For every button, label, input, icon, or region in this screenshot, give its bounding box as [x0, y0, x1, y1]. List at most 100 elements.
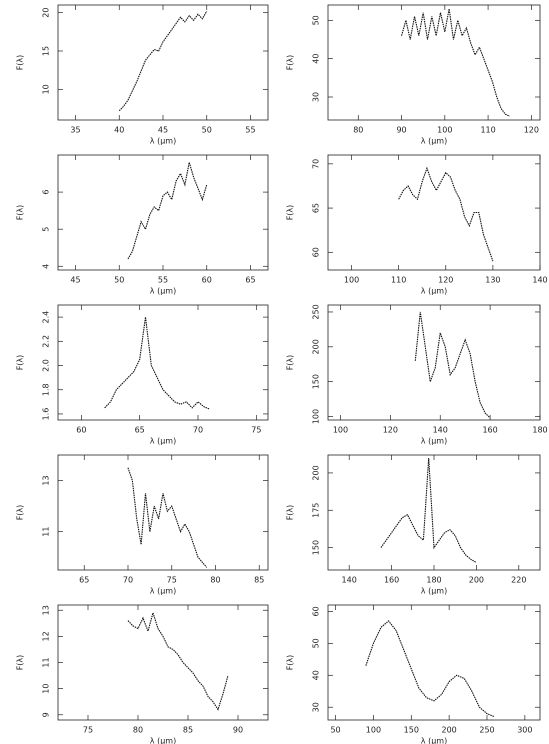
x-tick-label: 120 — [438, 276, 453, 285]
spectrum-line — [127, 610, 229, 711]
spectrum-line — [414, 311, 491, 419]
x-axis-label: λ (μm) — [421, 737, 447, 744]
x-axis-label: λ (μm) — [421, 437, 447, 446]
x-axis-label: λ (μm) — [150, 737, 176, 744]
x-tick-label: 35 — [70, 126, 80, 135]
y-tick-label: 1.6 — [42, 408, 51, 421]
y-tick-label: 250 — [312, 304, 321, 319]
x-axis-label: λ (μm) — [150, 287, 176, 296]
spectrum-line — [365, 620, 495, 718]
x-tick-label: 85 — [183, 726, 193, 735]
x-tick-label: 90 — [233, 726, 243, 735]
x-tick-label: 55 — [158, 276, 168, 285]
x-tick-label: 100 — [437, 126, 452, 135]
y-tick-label: 4 — [42, 264, 51, 269]
y-tick-label: 11 — [42, 527, 51, 537]
spectrum-line — [401, 8, 510, 117]
x-tick-label: 45 — [70, 276, 80, 285]
y-tick-label: 50 — [312, 15, 321, 25]
x-tick-label: 120 — [383, 426, 398, 435]
y-tick-label: 175 — [312, 503, 321, 518]
x-tick-label: 55 — [245, 126, 255, 135]
x-axis-label: λ (μm) — [421, 287, 447, 296]
y-axis-label: F(λ) — [286, 355, 295, 371]
x-tick-label: 150 — [404, 726, 419, 735]
y-tick-label: 40 — [312, 54, 321, 64]
x-tick-label: 110 — [480, 126, 495, 135]
x-axis-label: λ (μm) — [421, 137, 447, 146]
x-tick-label: 180 — [532, 426, 547, 435]
x-tick-label: 60 — [76, 426, 86, 435]
y-tick-label: 13 — [42, 605, 51, 615]
x-tick-label: 90 — [396, 126, 406, 135]
plot-frame — [57, 4, 269, 121]
y-tick-label: 9 — [42, 712, 51, 717]
plot-frame — [327, 604, 541, 721]
x-tick-label: 80 — [353, 126, 363, 135]
x-tick-label: 65 — [135, 426, 145, 435]
y-tick-label: 13 — [42, 475, 51, 485]
x-tick-label: 70 — [193, 426, 203, 435]
x-tick-label: 110 — [391, 276, 406, 285]
x-tick-label: 75 — [83, 726, 93, 735]
x-axis-label: λ (μm) — [150, 587, 176, 596]
x-tick-label: 40 — [114, 126, 124, 135]
x-tick-label: 65 — [245, 276, 255, 285]
x-tick-label: 80 — [210, 576, 220, 585]
x-tick-label: 50 — [114, 276, 124, 285]
x-tick-label: 250 — [479, 726, 494, 735]
x-tick-label: 60 — [202, 276, 212, 285]
plot-frame — [57, 604, 269, 721]
y-axis-label: F(λ) — [286, 55, 295, 71]
y-tick-label: 60 — [312, 606, 321, 616]
y-axis-label: F(λ) — [16, 55, 25, 71]
y-tick-label: 10 — [42, 684, 51, 694]
plot-frame — [57, 304, 269, 421]
x-tick-label: 75 — [251, 426, 261, 435]
y-tick-label: 1.8 — [42, 383, 51, 396]
y-tick-label: 15 — [42, 46, 51, 56]
x-tick-label: 300 — [517, 726, 532, 735]
y-tick-label: 60 — [312, 247, 321, 257]
y-tick-label: 40 — [312, 670, 321, 680]
x-tick-label: 50 — [202, 126, 212, 135]
x-tick-label: 70 — [123, 576, 133, 585]
plot-frame — [327, 154, 541, 271]
y-tick-label: 30 — [312, 702, 321, 712]
y-tick-label: 100 — [312, 409, 321, 424]
y-axis-label: F(λ) — [286, 655, 295, 671]
x-tick-label: 100 — [333, 426, 348, 435]
y-tick-label: 6 — [42, 190, 51, 195]
x-tick-label: 200 — [442, 726, 457, 735]
plot-frame — [327, 304, 541, 421]
x-tick-label: 140 — [433, 426, 448, 435]
spectrum-line — [127, 162, 208, 260]
plot-frame — [327, 454, 541, 571]
x-axis-label: λ (μm) — [150, 137, 176, 146]
y-tick-label: 30 — [312, 92, 321, 102]
y-tick-label: 2.2 — [42, 335, 51, 348]
x-tick-label: 85 — [254, 576, 264, 585]
plot-frame — [57, 154, 269, 271]
x-tick-label: 180 — [426, 576, 441, 585]
spectrum-line — [380, 457, 477, 564]
x-tick-label: 50 — [330, 726, 340, 735]
y-axis-label: F(λ) — [16, 655, 25, 671]
y-tick-label: 5 — [42, 227, 51, 232]
x-tick-label: 120 — [524, 126, 539, 135]
y-tick-label: 20 — [42, 8, 51, 18]
y-tick-label: 200 — [312, 339, 321, 354]
x-tick-label: 100 — [366, 726, 381, 735]
y-tick-label: 150 — [312, 540, 321, 555]
x-tick-label: 160 — [384, 576, 399, 585]
x-tick-label: 160 — [482, 426, 497, 435]
y-axis-label: F(λ) — [16, 205, 25, 221]
y-tick-label: 12 — [42, 631, 51, 641]
x-axis-label: λ (μm) — [150, 437, 176, 446]
x-tick-label: 130 — [485, 276, 500, 285]
y-tick-label: 200 — [312, 465, 321, 480]
x-tick-label: 140 — [532, 276, 547, 285]
y-tick-label: 70 — [312, 159, 321, 169]
spectrum-line — [118, 10, 208, 112]
y-tick-label: 11 — [42, 657, 51, 667]
